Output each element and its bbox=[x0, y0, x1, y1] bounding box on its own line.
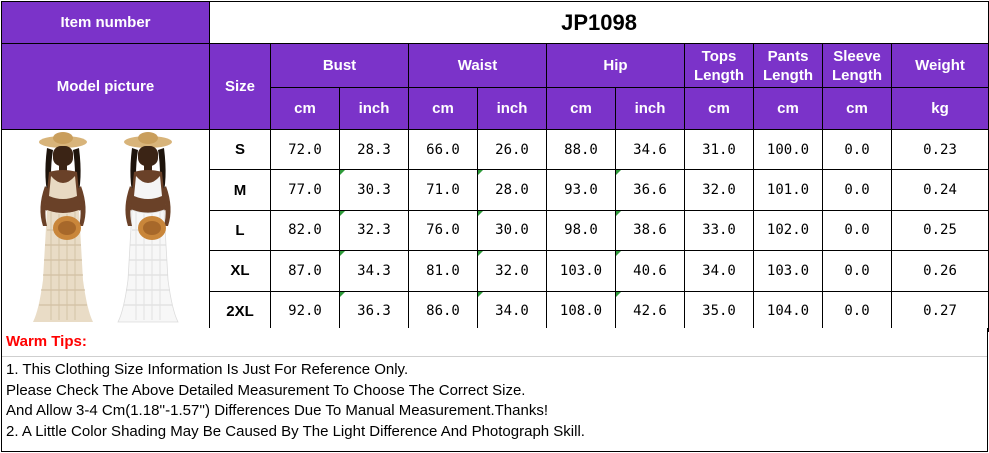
value-cell: 0.0 bbox=[822, 169, 892, 211]
pants-length-text: Pants Length bbox=[763, 47, 813, 84]
unit-weight-kg: kg bbox=[890, 87, 989, 130]
value-cell: 35.0 bbox=[684, 290, 754, 333]
model-photo-image bbox=[32, 132, 179, 323]
tip-line: 2. A Little Color Shading May Be Caused … bbox=[6, 422, 585, 440]
pants-length-header: Pants Length bbox=[753, 43, 823, 88]
value-cell: 28.3 bbox=[339, 128, 409, 171]
value-cell: 92.0 bbox=[270, 290, 340, 333]
value-cell: 31.0 bbox=[684, 128, 754, 171]
value-cell: 32.0 bbox=[477, 250, 547, 292]
item-number-label: Item number bbox=[1, 1, 210, 44]
value-cell: 103.0 bbox=[753, 250, 823, 292]
unit-bust-cm: cm bbox=[270, 87, 340, 130]
value-cell: 101.0 bbox=[753, 169, 823, 211]
value-cell: 102.0 bbox=[753, 209, 823, 252]
value-cell: 82.0 bbox=[270, 209, 340, 252]
warm-tips-title: Warm Tips: bbox=[2, 328, 987, 357]
value-cell: 0.24 bbox=[890, 169, 989, 211]
size-table: Item number JP1098 Model picture Size Bu… bbox=[1, 1, 989, 333]
sleeve-length-text: Sleeve Length bbox=[832, 47, 882, 84]
value-cell: 26.0 bbox=[477, 128, 547, 171]
value-cell: 81.0 bbox=[408, 250, 478, 292]
value-cell: 0.0 bbox=[822, 209, 892, 252]
value-cell: 103.0 bbox=[546, 250, 616, 292]
value-cell: 76.0 bbox=[408, 209, 478, 252]
warm-tips-body: 1. This Clothing Size Information Is Jus… bbox=[2, 357, 987, 442]
unit-tops-cm: cm bbox=[684, 87, 754, 130]
sleeve-length-header: Sleeve Length bbox=[822, 43, 892, 88]
unit-bust-inch: inch bbox=[339, 87, 409, 130]
unit-pants-cm: cm bbox=[753, 87, 823, 130]
unit-hip-cm: cm bbox=[546, 87, 616, 130]
value-cell: 30.3 bbox=[339, 169, 409, 211]
model-picture-label: Model picture bbox=[1, 43, 210, 130]
value-cell: 77.0 bbox=[270, 169, 340, 211]
value-cell: 98.0 bbox=[546, 209, 616, 252]
value-cell: 38.6 bbox=[615, 209, 685, 252]
size-cell: L bbox=[209, 209, 271, 252]
value-cell: 66.0 bbox=[408, 128, 478, 171]
size-cell: XL bbox=[209, 250, 271, 292]
bust-header: Bust bbox=[270, 43, 409, 88]
model-left bbox=[32, 132, 93, 322]
value-cell: 34.6 bbox=[615, 128, 685, 171]
waist-header: Waist bbox=[408, 43, 547, 88]
tops-length-header: Tops Length bbox=[684, 43, 754, 88]
value-cell: 0.0 bbox=[822, 250, 892, 292]
value-cell: 93.0 bbox=[546, 169, 616, 211]
value-cell: 34.0 bbox=[477, 290, 547, 333]
value-cell: 108.0 bbox=[546, 290, 616, 333]
value-cell: 72.0 bbox=[270, 128, 340, 171]
tip-line: 1. This Clothing Size Information Is Jus… bbox=[6, 361, 409, 378]
value-cell: 36.3 bbox=[339, 290, 409, 333]
value-cell: 32.3 bbox=[339, 209, 409, 252]
value-cell: 40.6 bbox=[615, 250, 685, 292]
value-cell: 0.23 bbox=[890, 128, 989, 171]
size-cell: S bbox=[209, 128, 271, 171]
value-cell: 36.6 bbox=[615, 169, 685, 211]
value-cell: 86.0 bbox=[408, 290, 478, 333]
unit-waist-inch: inch bbox=[477, 87, 547, 130]
warm-tips-box: Warm Tips: 1. This Clothing Size Informa… bbox=[1, 328, 988, 452]
value-cell: 32.0 bbox=[684, 169, 754, 211]
tip-line: And Allow 3-4 Cm(1.18''-1.57'') Differen… bbox=[6, 402, 548, 419]
value-cell: 34.3 bbox=[339, 250, 409, 292]
unit-sleeve-cm: cm bbox=[822, 87, 892, 130]
unit-hip-inch: inch bbox=[615, 87, 685, 130]
tops-length-text: Tops Length bbox=[694, 47, 744, 84]
tip-line: Please Check The Above Detailed Measurem… bbox=[6, 381, 526, 399]
value-cell: 28.0 bbox=[477, 169, 547, 211]
value-cell: 0.25 bbox=[890, 209, 989, 252]
value-cell: 42.6 bbox=[615, 290, 685, 333]
unit-waist-cm: cm bbox=[408, 87, 478, 130]
value-cell: 100.0 bbox=[753, 128, 823, 171]
weight-header: Weight bbox=[890, 43, 989, 88]
value-cell: 88.0 bbox=[546, 128, 616, 171]
size-cell: M bbox=[209, 169, 271, 211]
value-cell: 0.27 bbox=[890, 290, 989, 333]
value-cell: 33.0 bbox=[684, 209, 754, 252]
item-number-value: JP1098 bbox=[208, 1, 989, 44]
value-cell: 30.0 bbox=[477, 209, 547, 252]
value-cell: 71.0 bbox=[408, 169, 478, 211]
model-right bbox=[116, 132, 179, 323]
size-cell: 2XL bbox=[209, 290, 271, 333]
value-cell: 104.0 bbox=[753, 290, 823, 333]
value-cell: 0.0 bbox=[822, 290, 892, 333]
value-cell: 0.0 bbox=[822, 128, 892, 171]
hip-header: Hip bbox=[546, 43, 685, 88]
model-picture bbox=[1, 129, 210, 332]
value-cell: 34.0 bbox=[684, 250, 754, 292]
size-label: Size bbox=[209, 43, 271, 130]
value-cell: 87.0 bbox=[270, 250, 340, 292]
value-cell: 0.26 bbox=[890, 250, 989, 292]
